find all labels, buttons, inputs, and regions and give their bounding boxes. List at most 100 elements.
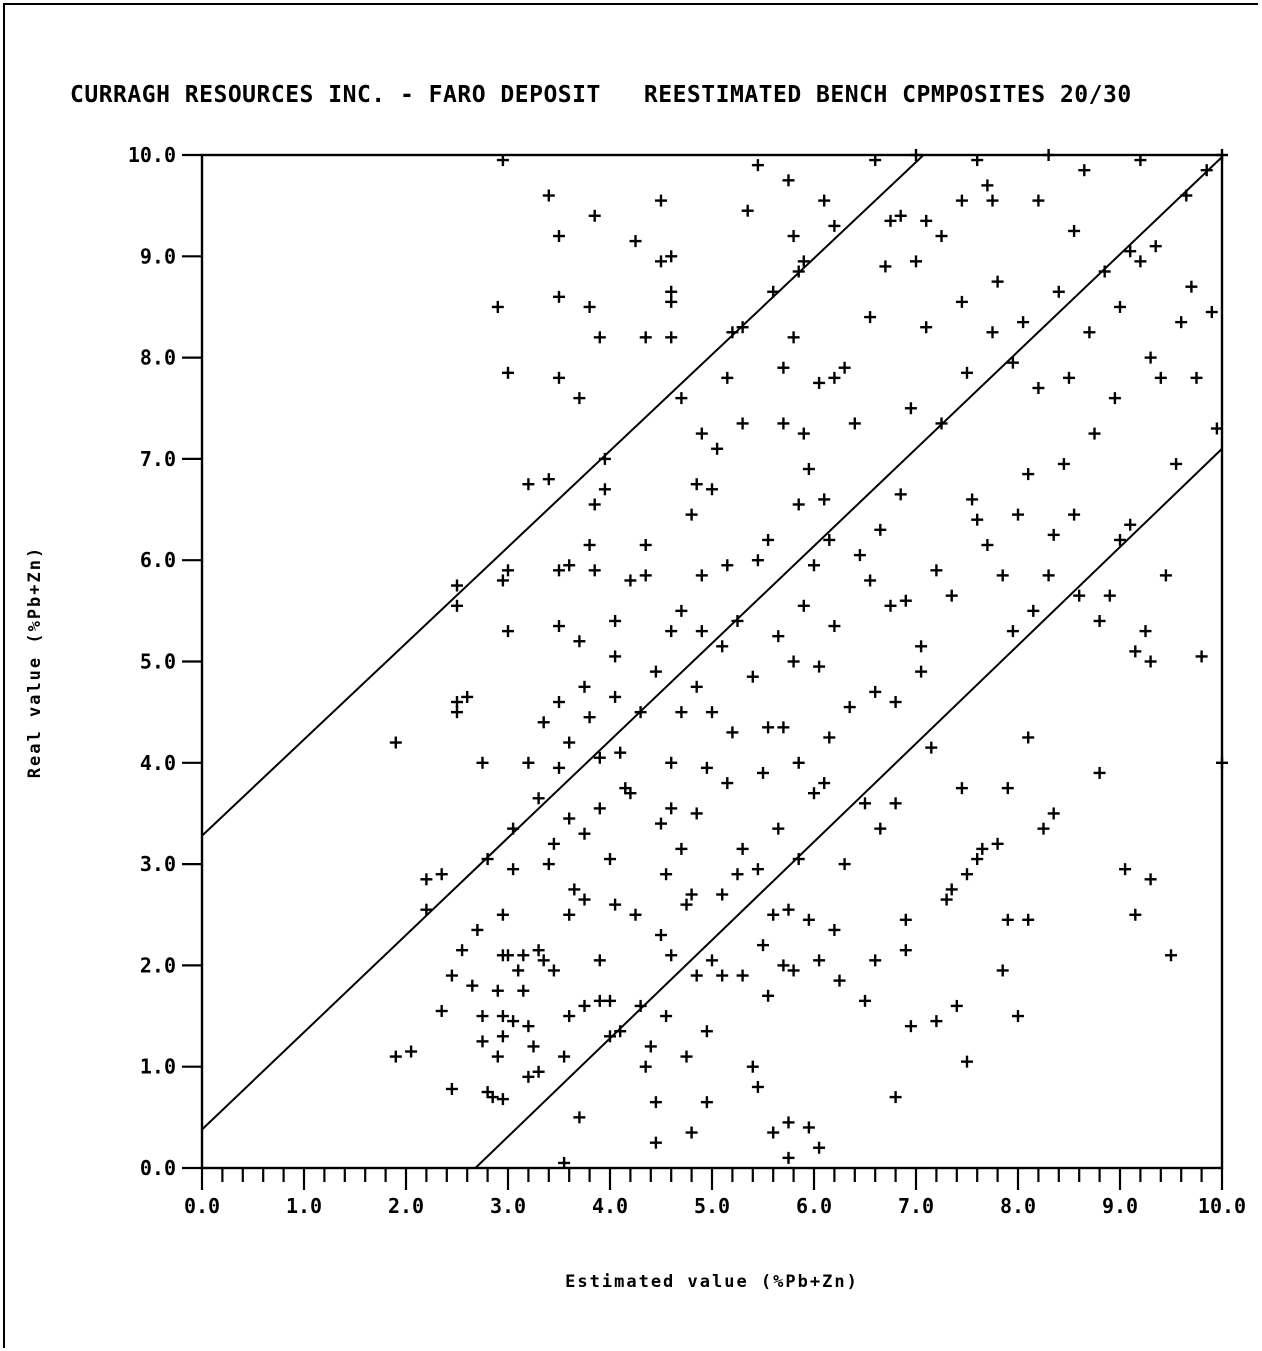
data-point: [1144, 351, 1157, 364]
data-point: [746, 670, 759, 683]
reference-line-3: [474, 448, 1223, 1169]
data-point: [690, 478, 703, 491]
data-point: [792, 853, 805, 866]
data-point: [1170, 457, 1183, 470]
data-point: [813, 954, 826, 967]
data-point: [588, 209, 601, 222]
data-point: [721, 559, 734, 572]
data-point: [665, 625, 678, 638]
data-point: [532, 792, 545, 805]
data-point: [787, 230, 800, 243]
data-point: [813, 376, 826, 389]
data-point: [961, 366, 973, 379]
y-tick-label: 7.0: [140, 447, 176, 471]
data-point: [884, 599, 897, 612]
data-point: [782, 1151, 795, 1164]
data-point: [904, 402, 917, 415]
data-point: [894, 209, 907, 222]
data-point: [915, 665, 928, 678]
data-point: [604, 1030, 616, 1043]
data-point: [813, 1141, 826, 1154]
data-point: [1006, 356, 1019, 369]
data-point: [542, 473, 555, 486]
data-point: [593, 751, 606, 764]
data-point: [451, 579, 463, 592]
data-point: [792, 756, 805, 769]
data-point: [435, 868, 448, 881]
data-point: [583, 539, 596, 552]
data-point: [808, 787, 820, 800]
data-point: [624, 787, 637, 800]
data-point: [955, 194, 968, 207]
data-point: [609, 690, 622, 703]
data-point: [542, 189, 555, 202]
data-point: [981, 179, 994, 192]
data-point: [445, 969, 458, 982]
data-point: [547, 964, 560, 977]
data-point: [665, 802, 678, 815]
data-points: [389, 149, 1228, 1169]
data-point: [797, 255, 810, 268]
data-point: [777, 417, 790, 430]
data-point: [593, 954, 606, 967]
data-point: [706, 483, 718, 496]
data-point: [716, 640, 729, 653]
data-point: [716, 888, 729, 901]
y-tick-label: 5.0: [140, 650, 176, 674]
y-tick-label: 6.0: [140, 548, 176, 572]
data-point: [1114, 533, 1126, 546]
data-point: [828, 923, 841, 936]
y-tick-label: 9.0: [140, 244, 176, 268]
data-point: [966, 493, 979, 506]
x-tick-label: 9.0: [1102, 1194, 1138, 1218]
data-point: [502, 625, 514, 638]
data-point: [588, 498, 601, 511]
data-point: [751, 1080, 764, 1093]
data-point: [496, 1010, 509, 1023]
data-point: [553, 696, 565, 709]
data-point: [558, 1050, 571, 1063]
chart-title: CURRAGH RESOURCES INC. - FARO DEPOSIT RE…: [70, 82, 1132, 108]
data-point: [1093, 766, 1106, 779]
data-point: [578, 893, 591, 906]
data-point: [782, 1116, 795, 1129]
reference-line-1: [201, 154, 925, 837]
data-point: [757, 766, 769, 779]
data-point: [527, 1040, 540, 1053]
data-point: [950, 999, 963, 1012]
data-point: [864, 311, 877, 324]
data-point: [736, 969, 749, 982]
data-point: [588, 564, 601, 577]
data-point: [731, 614, 744, 627]
data-point: [879, 260, 892, 273]
data-point: [726, 726, 739, 739]
data-point: [1032, 194, 1045, 207]
data-point: [935, 417, 948, 430]
data-point: [547, 837, 560, 850]
data-point: [828, 219, 841, 232]
data-point: [461, 690, 474, 703]
data-point: [532, 1065, 545, 1078]
data-point: [1027, 604, 1040, 617]
data-point: [889, 1091, 902, 1104]
data-point: [711, 442, 724, 455]
y-tick-label: 4.0: [140, 751, 176, 775]
data-point: [537, 954, 550, 967]
data-point: [1022, 731, 1035, 744]
data-point: [522, 1020, 535, 1033]
data-point: [1139, 625, 1152, 638]
data-point: [828, 371, 841, 384]
x-axis: 0.0 1.0 2.0 3.0 4.0 5.0 6.0 7.0 8.0 9.0 10.0: [184, 1168, 1246, 1218]
data-point: [899, 913, 912, 926]
data-point: [1205, 306, 1218, 319]
data-point: [1063, 371, 1075, 384]
data-point: [777, 361, 790, 374]
data-point: [1022, 468, 1035, 481]
data-point: [731, 868, 744, 881]
data-point: [894, 488, 907, 501]
data-point: [991, 275, 1004, 288]
data-point: [598, 452, 611, 465]
data-point: [604, 994, 616, 1007]
data-point: [695, 625, 708, 638]
data-point: [1134, 255, 1147, 268]
